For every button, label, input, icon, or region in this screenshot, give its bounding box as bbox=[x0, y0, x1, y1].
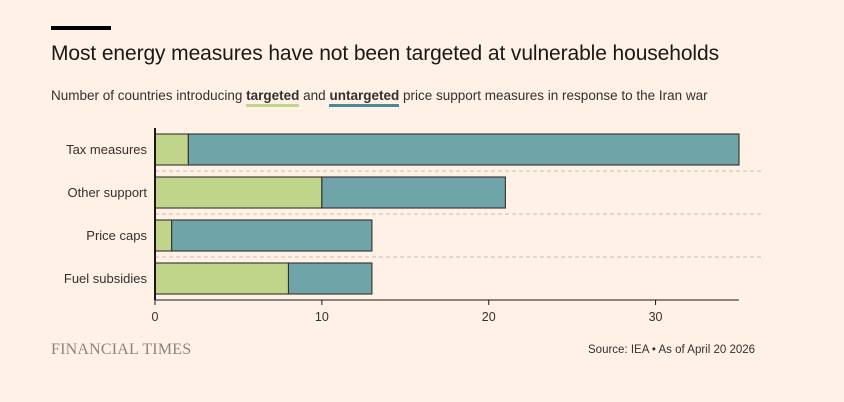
category-label: Price caps bbox=[86, 228, 147, 243]
top-rule bbox=[51, 26, 111, 30]
bar-untargeted bbox=[321, 176, 506, 209]
source-note: Source: IEA • As of April 20 2026 bbox=[588, 344, 756, 356]
bar-targeted bbox=[154, 219, 173, 252]
x-tick-label: 10 bbox=[315, 310, 329, 324]
bar-untargeted bbox=[287, 262, 373, 295]
bar-targeted bbox=[154, 176, 323, 209]
x-tick-label: 20 bbox=[482, 310, 496, 324]
subtitle-prefix: Number of countries introducing bbox=[51, 88, 243, 103]
bar-targeted bbox=[154, 262, 290, 295]
subtitle-and: and bbox=[303, 88, 326, 103]
bar-untargeted bbox=[171, 219, 373, 252]
category-label: Other support bbox=[68, 185, 148, 200]
chart-subtitle: Number of countries introducing targeted… bbox=[51, 88, 708, 107]
category-label: Fuel subsidies bbox=[64, 271, 148, 286]
category-label: Tax measures bbox=[66, 142, 147, 157]
chart-title: Most energy measures have not been targe… bbox=[51, 42, 719, 65]
bar-untargeted bbox=[187, 133, 740, 166]
legend-targeted: targeted bbox=[246, 88, 300, 107]
x-tick-label: 0 bbox=[152, 310, 159, 324]
bar-targeted bbox=[154, 133, 189, 166]
ft-logo: FINANCIAL TIMES bbox=[51, 341, 192, 358]
x-tick-label: 30 bbox=[649, 310, 663, 324]
legend-untargeted: untargeted bbox=[329, 88, 400, 107]
subtitle-suffix: price support measures in response to th… bbox=[402, 88, 708, 103]
